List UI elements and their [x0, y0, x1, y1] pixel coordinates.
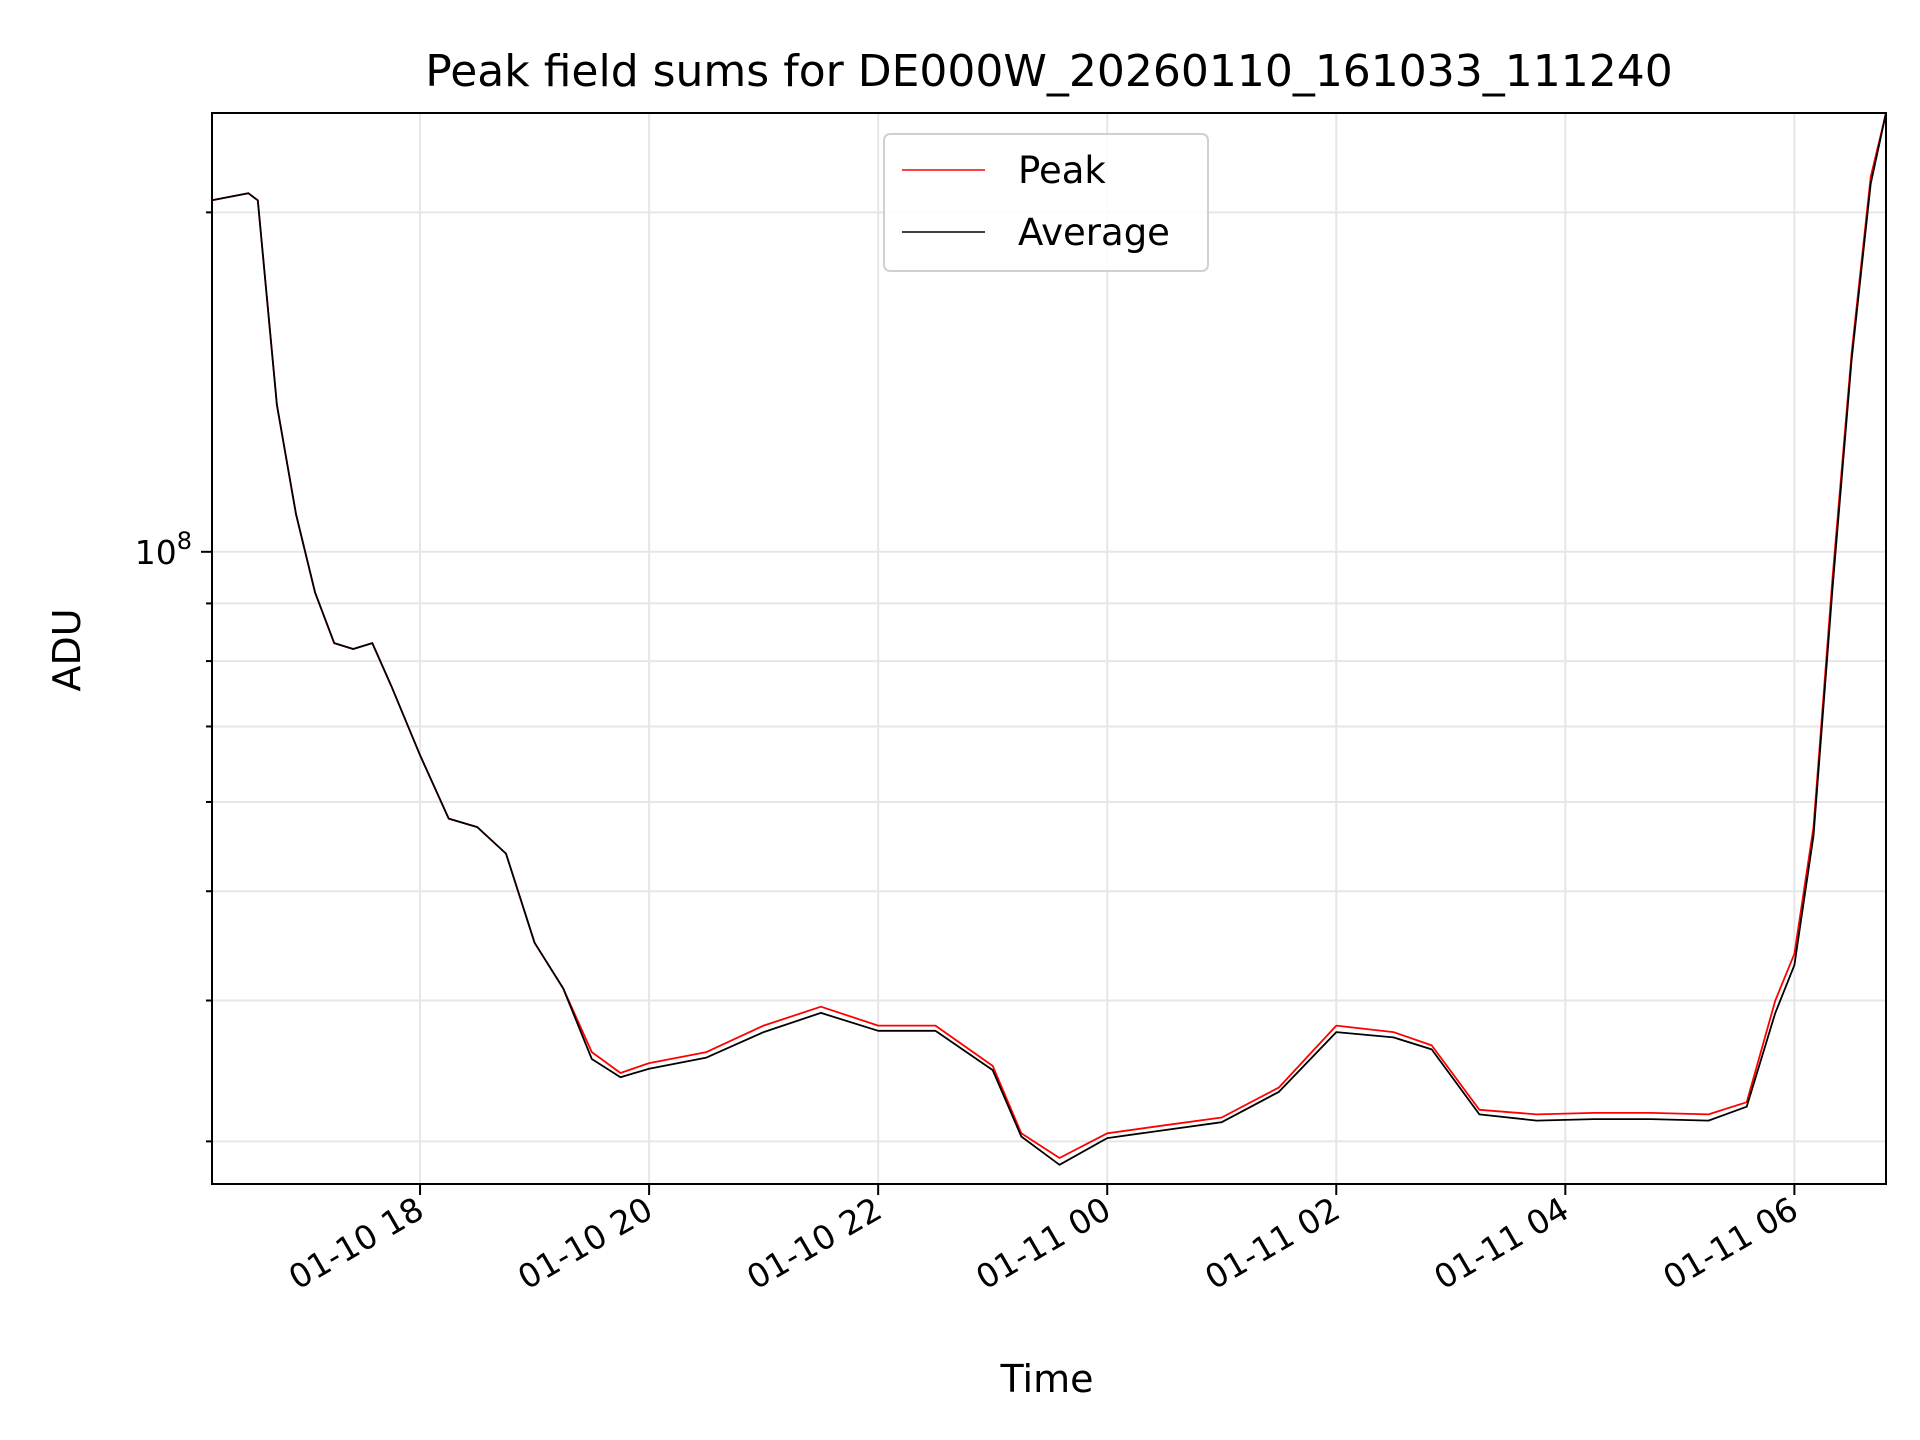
x-axis-label: Time — [1000, 1357, 1094, 1401]
legend-label-average: Average — [1018, 211, 1170, 254]
series-layer — [211, 112, 1887, 1166]
y-tick-label-0: 108 — [135, 527, 192, 572]
series-line-average — [211, 112, 1887, 1166]
chart-title: Peak field sums for DE000W_20260110_1610… — [425, 46, 1673, 97]
legend-box — [883, 133, 1209, 272]
legend-label-peak: Peak — [1018, 149, 1106, 192]
plot-frame — [211, 112, 1887, 1185]
y-axis-label: ADU — [45, 608, 89, 691]
legend: Peak Average — [883, 133, 1209, 272]
grid — [212, 113, 1886, 1184]
